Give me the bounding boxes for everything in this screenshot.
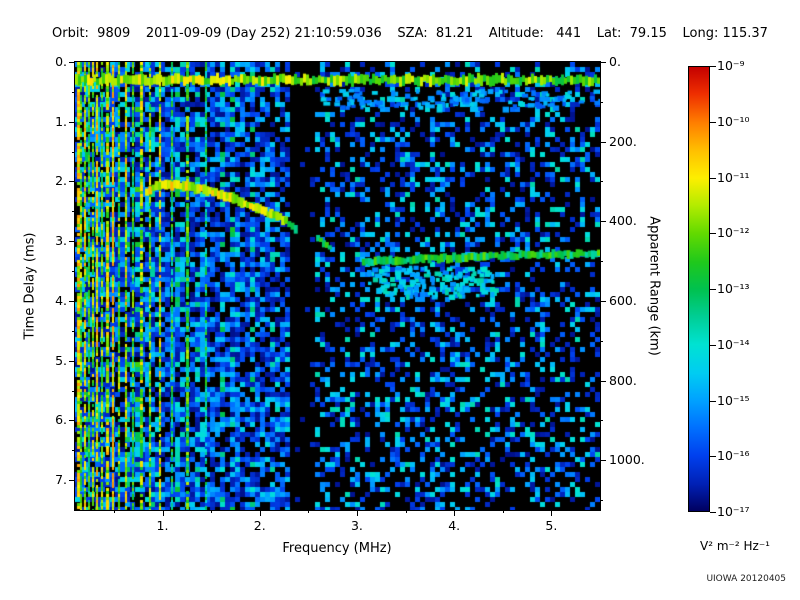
range-minor-tick (600, 261, 603, 263)
range-tick-label: 0. (609, 54, 621, 69)
spectrogram-canvas (74, 61, 601, 511)
header-item-orbit: Orbit: 9809 (52, 26, 131, 41)
y-tick-label: 2. (55, 173, 67, 189)
x-tick-label: 1. (156, 518, 169, 533)
range-tick-label: 200. (609, 133, 637, 149)
y-tick (69, 121, 75, 123)
range-tick (600, 380, 606, 382)
colorbar-tick (710, 400, 716, 402)
y-minor-tick (72, 91, 75, 93)
y-minor-tick (72, 271, 75, 273)
header-info: Orbit: 9809 2011-09-09 (Day 252) 21:10:5… (52, 26, 768, 41)
y-minor-tick (72, 151, 75, 153)
colorbar (688, 66, 710, 512)
header-item-datetime: 2011-09-09 (Day 252) 21:10:59.036 (145, 26, 382, 41)
colorbar-tick-label: 10⁻¹⁷ (717, 504, 750, 519)
x-tick (551, 510, 553, 516)
x-tick (356, 510, 358, 516)
x-tick (162, 510, 164, 516)
x-tick-label: 3. (350, 518, 363, 533)
x-minor-tick (405, 510, 407, 513)
x-tick (259, 510, 261, 516)
range-tick-label: 600. (609, 292, 637, 308)
colorbar-tick-label: 10⁻¹³ (717, 281, 750, 296)
y-tick (69, 420, 75, 422)
y-tick-label: 7. (55, 472, 67, 488)
range-tick (600, 62, 606, 63)
y-tick-label: 0. (55, 54, 67, 69)
y-tick (69, 300, 75, 302)
x-tick-label: 4. (448, 518, 461, 533)
range-tick (600, 300, 606, 302)
range-tick (600, 460, 606, 462)
y-tick (69, 241, 75, 243)
colorbar-tick (710, 456, 716, 458)
colorbar-tick-label: 10⁻¹⁶ (717, 448, 750, 464)
y2-axis-title: Apparent Range (km) (646, 216, 662, 356)
colorbar-tick (710, 233, 716, 235)
header-item-lat: Lat: 79.15 (596, 26, 667, 41)
y-tick-label: 4. (55, 292, 67, 308)
y-tick-label: 6. (55, 412, 67, 428)
range-minor-tick (600, 420, 603, 422)
range-tick-label: 1000. (609, 452, 645, 468)
colorbar-tick (710, 512, 716, 513)
colorbar-tick-label: 10⁻¹¹ (717, 169, 750, 185)
x-tick (454, 510, 456, 516)
colorbar-tick-label: 10⁻¹⁴ (717, 336, 750, 352)
colorbar-tick (710, 344, 716, 346)
colorbar-tick (710, 121, 716, 123)
colorbar-tick (710, 289, 716, 290)
range-tick (600, 141, 606, 143)
colorbar-tick-label: 10⁻¹² (717, 225, 750, 241)
y-tick-label: 5. (55, 352, 67, 368)
y-minor-tick (72, 330, 75, 332)
y-minor-tick (72, 450, 75, 452)
x-minor-tick (502, 510, 504, 513)
x-tick-label: 5. (545, 518, 558, 533)
x-axis-title: Frequency (MHz) (282, 541, 392, 556)
colorbar-units-label: V² m⁻² Hz⁻¹ (700, 539, 770, 553)
range-tick-label: 400. (609, 213, 637, 229)
header-item-long: Long: 115.37 (682, 26, 768, 41)
colorbar-tick (710, 177, 716, 179)
y-tick (69, 360, 75, 362)
range-minor-tick (600, 181, 603, 183)
header-item-sza: SZA: 81.21 (397, 26, 474, 41)
y-axis-title: Time Delay (ms) (22, 232, 38, 340)
y-tick-label: 3. (55, 233, 67, 249)
y-minor-tick (72, 390, 75, 392)
colorbar-tick-label: 10⁻¹⁰ (717, 113, 750, 129)
range-minor-tick (600, 500, 603, 502)
y-minor-tick (72, 211, 75, 213)
y-tick-label: 1. (55, 113, 67, 129)
y-tick (69, 181, 75, 183)
y-tick (69, 480, 75, 482)
range-tick (600, 221, 606, 223)
y-tick (69, 62, 75, 63)
colorbar-tick-label: 10⁻⁹ (717, 58, 745, 73)
watermark: UIOWA 20120405 (706, 574, 786, 584)
range-minor-tick (600, 340, 603, 342)
colorbar-tick-label: 10⁻¹⁵ (717, 392, 750, 408)
x-minor-tick (308, 510, 310, 513)
colorbar-tick (710, 66, 716, 67)
range-tick-label: 800. (609, 372, 637, 388)
x-tick-label: 2. (253, 518, 266, 533)
range-minor-tick (600, 101, 603, 103)
x-minor-tick (113, 510, 115, 513)
x-minor-tick (211, 510, 213, 513)
header-item-altitude: Altitude: 441 (488, 26, 582, 41)
